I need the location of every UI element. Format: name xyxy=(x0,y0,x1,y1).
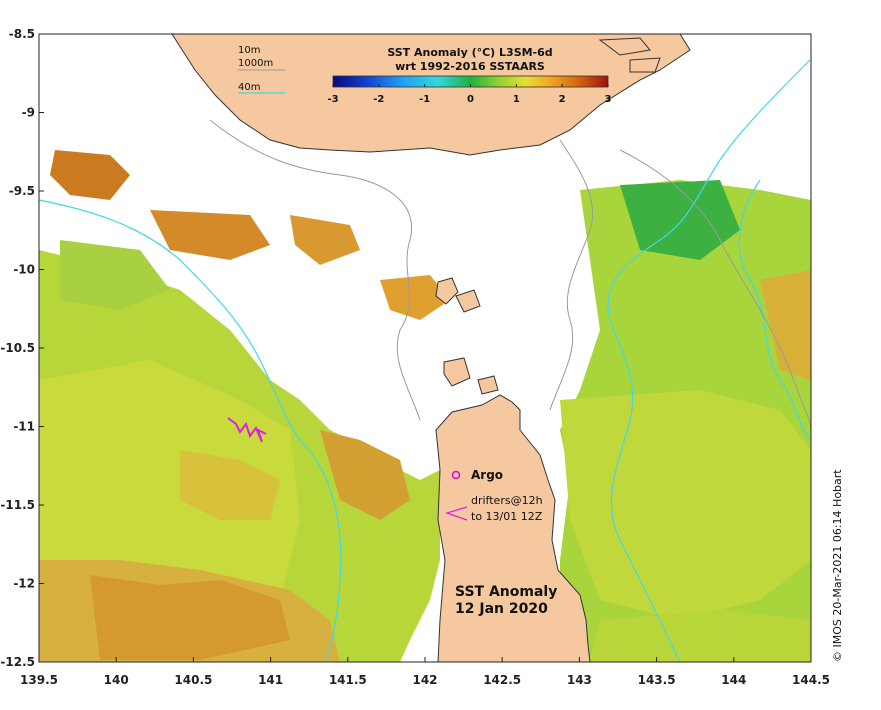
sst-nw-green xyxy=(60,240,170,310)
sst-nw-patch-3 xyxy=(290,215,360,265)
lon-tick-label: 143 xyxy=(567,673,592,687)
depth-legend-40m: 40m xyxy=(238,82,260,93)
lat-tick-label: -9 xyxy=(22,106,35,120)
sst-gulf-orange xyxy=(320,430,410,520)
island-ne-1 xyxy=(598,37,651,56)
lon-tick-label: 141.5 xyxy=(329,673,367,687)
colorbar-tick-label: -1 xyxy=(419,94,430,105)
contour-40m-east-inner xyxy=(738,179,812,441)
argo-marker xyxy=(451,470,461,480)
lon-tick-label: 144.5 xyxy=(792,673,830,687)
lon-tick-label: 144 xyxy=(721,673,746,687)
drifter-legend-line xyxy=(444,506,468,521)
lon-tick-label: 142 xyxy=(412,673,437,687)
depth-legend: 10m 1000m 40m xyxy=(238,45,285,94)
contour-10m-east xyxy=(549,139,594,411)
lon-tick-label: 142.5 xyxy=(483,673,521,687)
drifter-label-line1: drifters@12h xyxy=(471,494,543,507)
sst-mid-yellow xyxy=(180,450,280,520)
depth-legend-1000m: 1000m xyxy=(238,58,273,69)
lon-tick-label: 140.5 xyxy=(174,673,212,687)
lon-tick-label: 141 xyxy=(258,673,283,687)
lat-tick-label: -9.5 xyxy=(9,184,35,198)
sst-east-edge-orange xyxy=(760,270,811,380)
bathymetry-contours xyxy=(38,59,812,663)
colorbar-tick-label: 2 xyxy=(559,94,566,105)
latitude-axis: -8.5 -9 -9.5 -10 -10.5 -11 -11.5 -12 -12.5 xyxy=(0,27,44,669)
lat-tick-label: -10 xyxy=(13,263,35,277)
colorbar-title-line1: SST Anomaly (°C) L3SM-6d xyxy=(387,46,552,59)
lon-tick-label: 143.5 xyxy=(638,673,676,687)
contour-40m-west xyxy=(38,199,342,663)
cape-york-land xyxy=(435,394,591,663)
colorbar-tick-label: 1 xyxy=(513,94,520,105)
contour-40m-east xyxy=(607,59,811,663)
argo-label: Argo xyxy=(471,468,503,482)
credit-text: © IMOS 20-Mar-2021 06:14 Hobart xyxy=(831,469,844,662)
island-ne-2 xyxy=(629,57,661,73)
lon-tick-label: 139.5 xyxy=(20,673,58,687)
sst-nw-patch-2 xyxy=(150,210,270,260)
lat-tick-label: -11.5 xyxy=(0,498,35,512)
colorbar: SST Anomaly (°C) L3SM-6d wrt 1992-2016 S… xyxy=(327,46,611,105)
island-torres-2 xyxy=(455,289,481,313)
sst-strait-patch xyxy=(380,275,450,320)
lat-tick-label: -12.5 xyxy=(0,655,35,669)
map-title-line2: 12 Jan 2020 xyxy=(455,601,548,617)
sst-southwest-deep xyxy=(90,575,290,660)
colorbar-ticks: -3 -2 -1 0 1 2 3 xyxy=(327,84,612,105)
depth-legend-10m: 10m xyxy=(238,45,260,56)
drifter-track xyxy=(227,417,267,443)
lon-tick-label: 140 xyxy=(104,673,129,687)
sst-east-green-patch xyxy=(620,180,740,260)
lat-tick-label: -12 xyxy=(13,577,35,591)
colorbar-tick-label: -3 xyxy=(327,94,338,105)
lat-tick-label: -8.5 xyxy=(9,27,35,41)
map-title-line1: SST Anomaly xyxy=(455,584,557,600)
contour-10m-west xyxy=(209,119,421,421)
lat-tick-label: -10.5 xyxy=(0,341,35,355)
new-guinea-land xyxy=(171,33,691,156)
sst-east-core xyxy=(560,390,811,620)
land xyxy=(171,33,691,663)
sst-southeast-field xyxy=(590,610,811,662)
colorbar-title-line2: wrt 1992-2016 SSTAARS xyxy=(395,60,545,73)
colorbar-tick-label: 3 xyxy=(605,94,612,105)
contour-1000m-east xyxy=(619,149,812,431)
longitude-axis: 139.5 140 140.5 141 141.5 142 142.5 143 143.5 144… xyxy=(20,657,830,687)
colorbar-tick-label: 0 xyxy=(467,94,474,105)
lat-tick-label: -11 xyxy=(13,420,35,434)
island-torres-3 xyxy=(443,357,471,387)
drifter-label-line2: to 13/01 12Z xyxy=(471,510,543,523)
island-torres-4 xyxy=(477,375,499,395)
island-torres-1 xyxy=(435,277,459,305)
colorbar-tick-label: -2 xyxy=(373,94,384,105)
sst-nw-patch-1 xyxy=(50,150,130,200)
